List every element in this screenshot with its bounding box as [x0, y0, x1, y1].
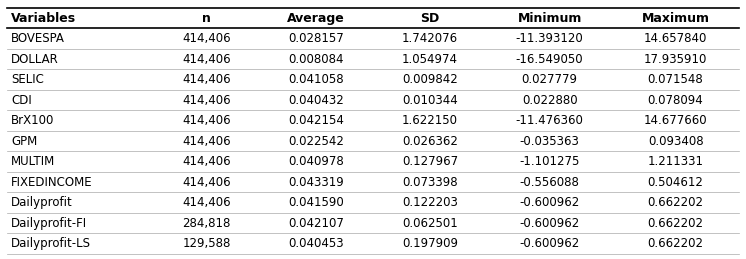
- Text: -0.556088: -0.556088: [520, 176, 580, 189]
- Text: 0.504612: 0.504612: [648, 176, 703, 189]
- Text: CDI: CDI: [11, 93, 32, 106]
- Text: 129,588: 129,588: [182, 237, 231, 250]
- Text: 0.022880: 0.022880: [522, 93, 577, 106]
- Text: 17.935910: 17.935910: [644, 53, 707, 66]
- Text: -0.600962: -0.600962: [519, 237, 580, 250]
- Text: 0.073398: 0.073398: [402, 176, 458, 189]
- Text: 0.009842: 0.009842: [402, 73, 458, 86]
- Text: 1.054974: 1.054974: [402, 53, 458, 66]
- Text: -11.476360: -11.476360: [515, 114, 583, 127]
- Text: 0.028157: 0.028157: [288, 32, 344, 45]
- Text: Dailyprofit-FI: Dailyprofit-FI: [11, 217, 87, 229]
- Text: 0.041058: 0.041058: [288, 73, 344, 86]
- Text: 414,406: 414,406: [182, 73, 231, 86]
- Text: 0.022542: 0.022542: [288, 134, 344, 148]
- Text: Maximum: Maximum: [642, 11, 709, 25]
- Text: Dailyprofit: Dailyprofit: [11, 196, 73, 209]
- Text: 14.657840: 14.657840: [644, 32, 707, 45]
- Text: 0.662202: 0.662202: [648, 237, 703, 250]
- Text: 1.211331: 1.211331: [648, 155, 703, 168]
- Text: 0.662202: 0.662202: [648, 217, 703, 229]
- Text: 414,406: 414,406: [182, 114, 231, 127]
- Text: 0.093408: 0.093408: [648, 134, 703, 148]
- Text: BrX100: BrX100: [11, 114, 54, 127]
- Text: -11.393120: -11.393120: [515, 32, 583, 45]
- Text: Dailyprofit-LS: Dailyprofit-LS: [11, 237, 91, 250]
- Text: -1.101275: -1.101275: [519, 155, 580, 168]
- Text: SD: SD: [420, 11, 439, 25]
- Text: -16.549050: -16.549050: [516, 53, 583, 66]
- Text: 0.071548: 0.071548: [648, 73, 703, 86]
- Text: 0.127967: 0.127967: [402, 155, 458, 168]
- Text: 0.662202: 0.662202: [648, 196, 703, 209]
- Text: 0.197909: 0.197909: [402, 237, 458, 250]
- Text: Average: Average: [287, 11, 345, 25]
- Text: 1.742076: 1.742076: [402, 32, 458, 45]
- Text: 414,406: 414,406: [182, 155, 231, 168]
- Text: SELIC: SELIC: [11, 73, 44, 86]
- Text: 414,406: 414,406: [182, 134, 231, 148]
- Text: -0.600962: -0.600962: [519, 196, 580, 209]
- Text: 0.043319: 0.043319: [288, 176, 344, 189]
- Text: 0.027779: 0.027779: [521, 73, 577, 86]
- Text: 14.677660: 14.677660: [644, 114, 707, 127]
- Text: -0.035363: -0.035363: [520, 134, 580, 148]
- Text: GPM: GPM: [11, 134, 37, 148]
- Text: 414,406: 414,406: [182, 53, 231, 66]
- Text: 0.041590: 0.041590: [288, 196, 344, 209]
- Text: 414,406: 414,406: [182, 196, 231, 209]
- Text: 0.040978: 0.040978: [288, 155, 344, 168]
- Text: 0.042154: 0.042154: [288, 114, 344, 127]
- Text: 0.040432: 0.040432: [288, 93, 344, 106]
- Text: BOVESPA: BOVESPA: [11, 32, 65, 45]
- Text: 0.008084: 0.008084: [289, 53, 344, 66]
- Text: n: n: [202, 11, 211, 25]
- Text: 0.062501: 0.062501: [402, 217, 458, 229]
- Text: 284,818: 284,818: [182, 217, 231, 229]
- Text: MULTIM: MULTIM: [11, 155, 55, 168]
- Text: 1.622150: 1.622150: [402, 114, 458, 127]
- Text: 0.078094: 0.078094: [648, 93, 703, 106]
- Text: 0.042107: 0.042107: [288, 217, 344, 229]
- Text: 0.010344: 0.010344: [402, 93, 458, 106]
- Text: Variables: Variables: [11, 11, 76, 25]
- Text: -0.600962: -0.600962: [519, 217, 580, 229]
- Text: DOLLAR: DOLLAR: [11, 53, 59, 66]
- Text: FIXEDINCOME: FIXEDINCOME: [11, 176, 93, 189]
- Text: 0.026362: 0.026362: [402, 134, 458, 148]
- Text: 414,406: 414,406: [182, 32, 231, 45]
- Text: 0.122203: 0.122203: [402, 196, 458, 209]
- Text: 414,406: 414,406: [182, 176, 231, 189]
- Text: Minimum: Minimum: [518, 11, 582, 25]
- Text: 0.040453: 0.040453: [288, 237, 344, 250]
- Text: 414,406: 414,406: [182, 93, 231, 106]
